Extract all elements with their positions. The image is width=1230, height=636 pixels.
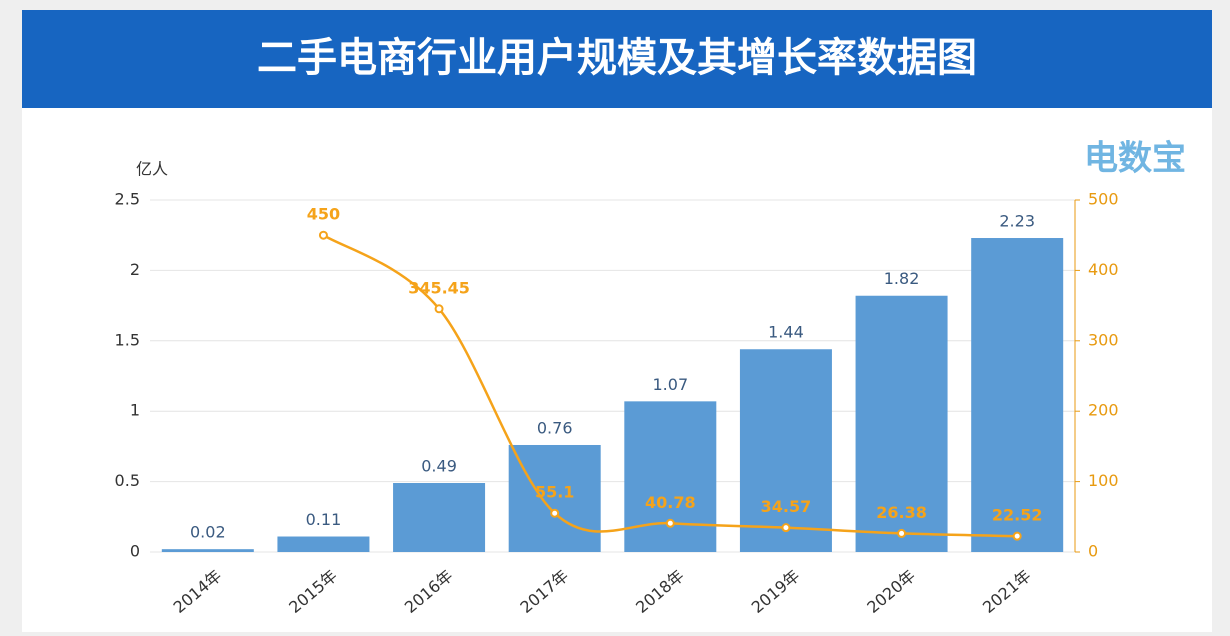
bar-value-label: 0.49	[421, 457, 457, 476]
y2-tick-label: 400	[1088, 260, 1119, 279]
y-tick-label: 0	[130, 542, 140, 561]
bar-value-label: 2.23	[999, 212, 1035, 231]
bar-value-label: 1.44	[768, 323, 804, 342]
y-tick-label: 1.5	[115, 330, 140, 349]
y-tick-label: 2	[130, 260, 140, 279]
header	[22, 10, 1212, 108]
chart-title: 二手电商行业用户规模及其增长率数据图	[257, 35, 977, 81]
bar-value-label: 1.82	[884, 269, 920, 288]
bar	[855, 295, 948, 552]
y-axis-label: 亿人	[136, 160, 168, 179]
bar-value-label: 0.11	[306, 510, 342, 529]
line-value-label: 26.38	[876, 503, 927, 522]
line-value-label: 34.57	[761, 497, 812, 516]
y-tick-label: 0.5	[115, 471, 140, 490]
bar	[277, 536, 370, 552]
bar	[624, 401, 717, 552]
y2-tick-label: 300	[1088, 330, 1119, 349]
line-value-label: 22.52	[992, 506, 1043, 525]
line-point	[665, 518, 675, 528]
line-value-label: 450	[307, 205, 340, 224]
bar	[508, 444, 601, 552]
line-point	[897, 528, 907, 538]
bar	[161, 549, 254, 552]
line-value-label: 40.78	[645, 493, 696, 512]
bar	[971, 238, 1064, 553]
watermark: 电数宝	[1084, 139, 1186, 179]
bar	[393, 483, 486, 552]
line-point	[434, 304, 444, 314]
bar	[739, 349, 832, 552]
y2-tick-label: 0	[1088, 542, 1098, 561]
y2-tick-label: 500	[1088, 190, 1119, 209]
y2-tick-label: 200	[1088, 401, 1119, 420]
bar-value-label: 0.02	[190, 523, 226, 542]
bar-value-label: 0.76	[537, 418, 573, 437]
y2-tick-label: 100	[1088, 471, 1119, 490]
y-tick-label: 2.5	[115, 190, 140, 209]
line-point	[318, 230, 328, 240]
line-value-label: 55.1	[535, 483, 574, 502]
line-point	[781, 523, 791, 533]
bar-value-label: 1.07	[653, 375, 689, 394]
line-value-label: 345.45	[408, 278, 470, 297]
line-point	[1012, 531, 1022, 541]
line-point	[550, 508, 560, 518]
y-tick-label: 1	[130, 401, 140, 420]
